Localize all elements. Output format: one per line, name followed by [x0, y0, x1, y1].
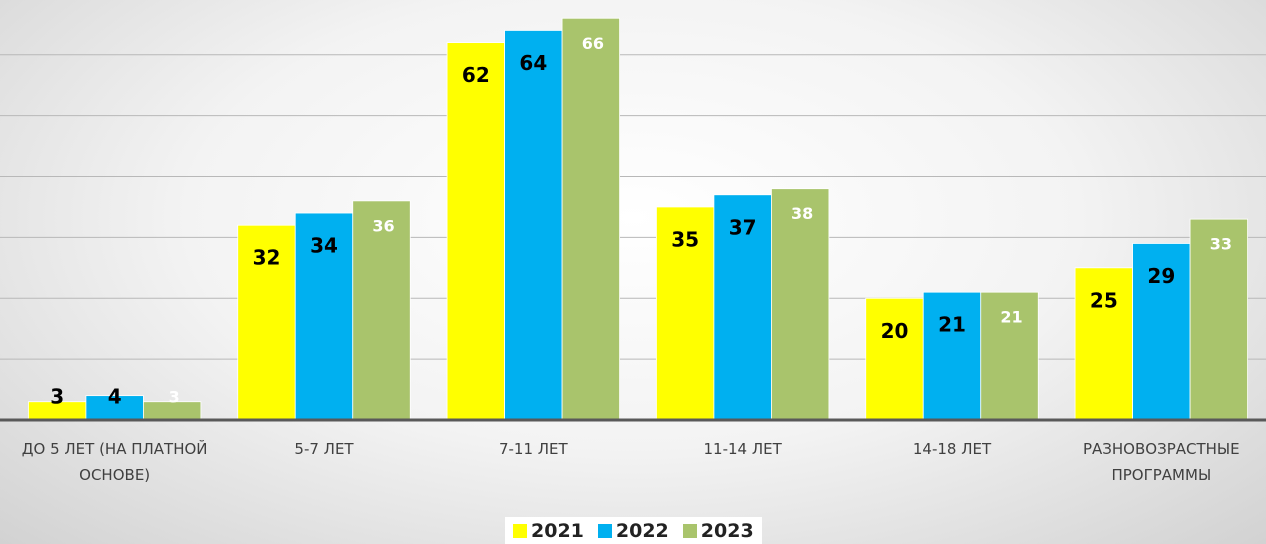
bar: [237, 224, 296, 421]
x-tick-label: ДО 5 ЛЕТ (НА ПЛАТНОЙ ОСНОВЕ): [21, 440, 208, 484]
value-label: 35: [671, 227, 699, 251]
x-tick-label: 11-14 ЛЕТ: [703, 440, 782, 458]
bar: [771, 188, 830, 421]
bar: [294, 212, 354, 421]
value-label: 66: [582, 34, 604, 53]
x-tick-label: 5-7 ЛЕТ: [294, 440, 354, 458]
bar: [1132, 243, 1191, 421]
x-tick-label: 14-18 ЛЕТ: [912, 440, 992, 458]
value-label: 3: [50, 385, 64, 409]
bar: [1189, 218, 1248, 421]
bar: [1074, 267, 1133, 421]
bar: [922, 291, 982, 421]
value-label: 20: [881, 319, 909, 343]
legend-label: 2023: [700, 519, 754, 542]
legend-item: 2022: [597, 519, 669, 542]
legend-label: 2021: [531, 519, 584, 542]
legend-item: 2023: [682, 519, 754, 542]
value-label: 21: [1000, 308, 1022, 327]
value-label: 4: [108, 385, 122, 409]
value-label: 64: [519, 51, 547, 75]
value-label: 62: [462, 63, 490, 87]
bar: [85, 395, 144, 421]
legend-swatch: [597, 523, 612, 538]
bar: [561, 17, 620, 421]
bar: [504, 30, 563, 421]
bar: [656, 206, 715, 421]
value-label: 3: [169, 388, 180, 407]
legend-item: 2021: [513, 520, 584, 542]
bar: [446, 42, 505, 421]
x-tick-label: 7-11 ЛЕТ: [498, 440, 568, 458]
value-label: 34: [310, 234, 338, 258]
bar: [352, 200, 411, 421]
value-label: 33: [1210, 235, 1232, 254]
legend-swatch: [513, 523, 527, 538]
x-tick-label: РАЗНОВОЗРАСТНЫЕ ПРОГРАММЫ: [1082, 440, 1240, 484]
value-label: 37: [729, 215, 757, 239]
legend-label: 2022: [615, 519, 669, 542]
value-label: 25: [1090, 288, 1118, 312]
value-label: 21: [938, 313, 966, 337]
value-label: 38: [791, 204, 813, 223]
bar: [865, 297, 924, 421]
value-label: 36: [372, 216, 394, 235]
bar: [980, 291, 1039, 421]
value-label: 29: [1147, 264, 1175, 288]
value-label: 32: [253, 246, 281, 270]
legend: 2021 2022 2023: [505, 517, 762, 544]
bar: [713, 194, 772, 421]
legend-swatch: [682, 523, 697, 538]
